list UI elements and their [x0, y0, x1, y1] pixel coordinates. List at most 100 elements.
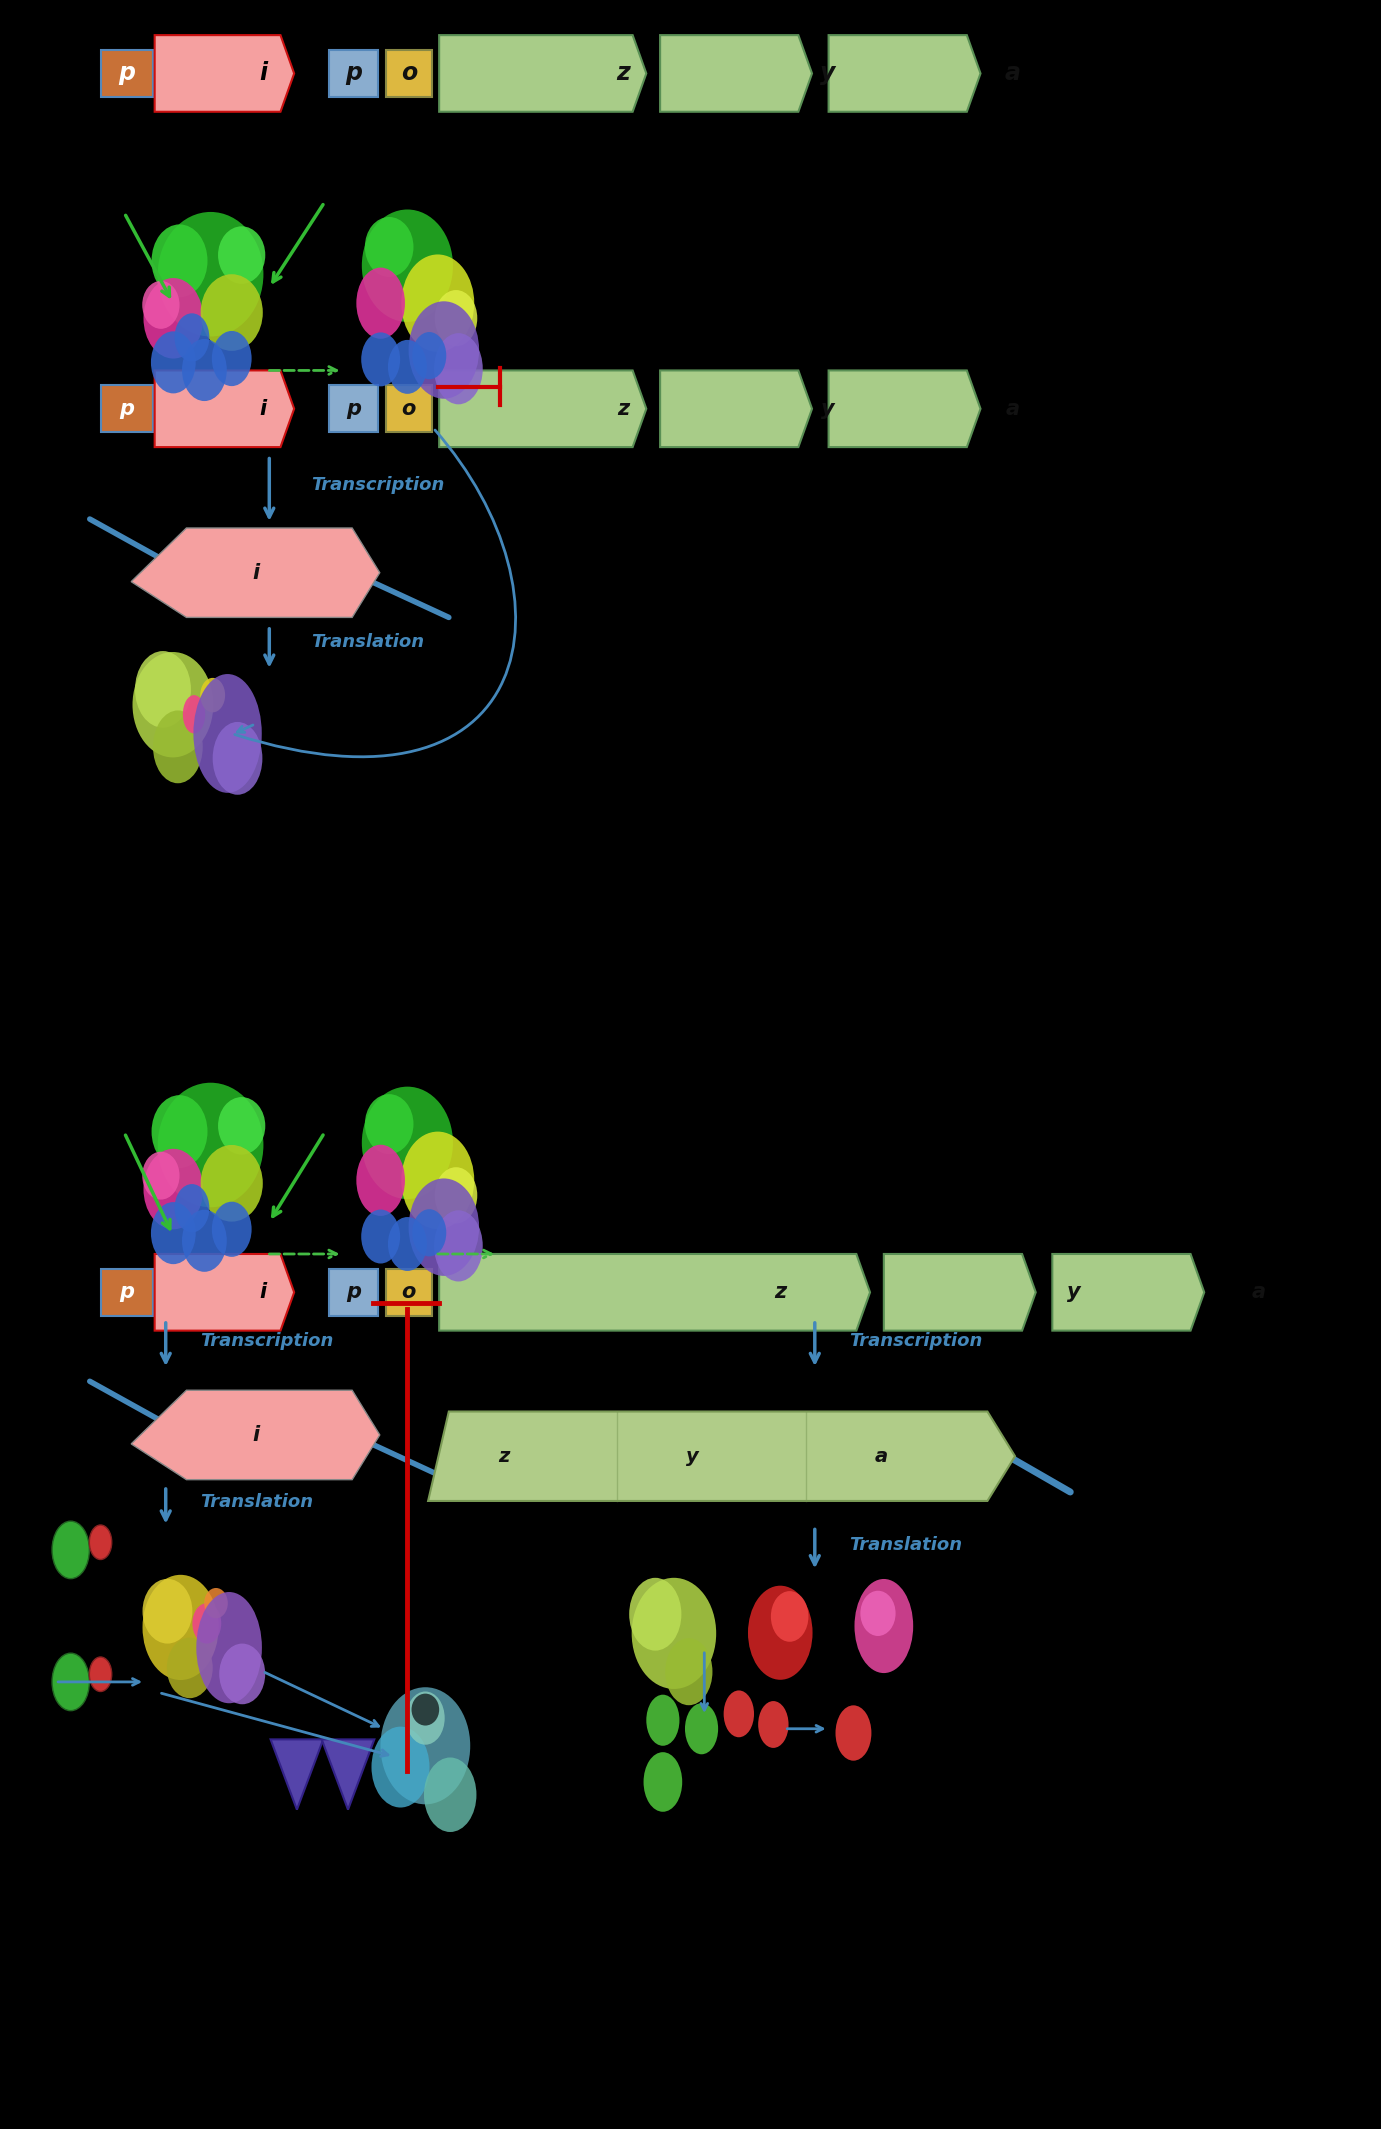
Circle shape	[644, 1752, 682, 1812]
Ellipse shape	[144, 1150, 203, 1228]
Text: y: y	[820, 398, 834, 419]
Text: p: p	[347, 1282, 360, 1303]
Text: p: p	[120, 398, 134, 419]
Ellipse shape	[200, 1145, 262, 1222]
Bar	[329, 1269, 377, 1316]
Ellipse shape	[218, 226, 265, 283]
Circle shape	[724, 1690, 754, 1737]
Ellipse shape	[356, 1145, 405, 1216]
Polygon shape	[155, 370, 294, 447]
Polygon shape	[428, 1412, 1015, 1501]
Ellipse shape	[413, 1209, 446, 1256]
Text: Translation: Translation	[200, 1492, 313, 1512]
Ellipse shape	[90, 1656, 112, 1690]
Text: z: z	[617, 398, 630, 419]
Text: Transcription: Transcription	[849, 1331, 983, 1350]
Ellipse shape	[413, 332, 446, 379]
Bar	[101, 49, 153, 96]
Bar	[385, 49, 431, 96]
Ellipse shape	[388, 341, 427, 394]
Polygon shape	[1052, 1254, 1204, 1331]
Text: i: i	[260, 398, 267, 419]
Ellipse shape	[409, 1179, 479, 1275]
Text: y: y	[820, 62, 836, 85]
Ellipse shape	[174, 313, 210, 362]
Polygon shape	[155, 34, 294, 111]
Polygon shape	[131, 1390, 380, 1480]
Polygon shape	[155, 1254, 294, 1331]
Ellipse shape	[133, 651, 213, 758]
Text: p: p	[345, 62, 362, 85]
Ellipse shape	[365, 1094, 413, 1154]
Text: Translation: Translation	[311, 632, 424, 651]
Ellipse shape	[213, 722, 262, 794]
Text: i: i	[251, 1424, 260, 1446]
Ellipse shape	[142, 1575, 218, 1680]
Ellipse shape	[860, 1590, 895, 1635]
Ellipse shape	[151, 1203, 196, 1265]
Ellipse shape	[157, 1084, 264, 1207]
Text: z: z	[499, 1448, 510, 1465]
Ellipse shape	[152, 224, 207, 298]
Bar	[101, 385, 153, 432]
Ellipse shape	[771, 1590, 808, 1641]
Ellipse shape	[412, 1695, 439, 1724]
Ellipse shape	[666, 1637, 713, 1705]
Text: y: y	[1068, 1282, 1080, 1303]
Bar	[385, 385, 431, 432]
Ellipse shape	[435, 1167, 478, 1224]
Ellipse shape	[142, 1580, 192, 1644]
Text: z: z	[773, 1282, 786, 1303]
Ellipse shape	[135, 651, 191, 728]
Ellipse shape	[174, 1184, 210, 1233]
Ellipse shape	[211, 1201, 251, 1256]
Ellipse shape	[153, 711, 203, 783]
Ellipse shape	[52, 1520, 90, 1578]
Ellipse shape	[402, 255, 474, 351]
Text: Translation: Translation	[849, 1535, 963, 1554]
Ellipse shape	[200, 677, 225, 713]
Ellipse shape	[434, 332, 483, 405]
Bar	[329, 385, 377, 432]
Text: a: a	[1005, 62, 1021, 85]
Ellipse shape	[142, 1152, 180, 1199]
Bar	[101, 1269, 153, 1316]
Ellipse shape	[409, 302, 479, 398]
Ellipse shape	[356, 268, 405, 339]
Ellipse shape	[52, 1652, 90, 1712]
Ellipse shape	[631, 1578, 717, 1688]
Ellipse shape	[182, 339, 226, 400]
Text: i: i	[258, 62, 267, 85]
Ellipse shape	[749, 1586, 812, 1680]
Text: p: p	[120, 1282, 134, 1303]
Text: p: p	[119, 62, 135, 85]
Ellipse shape	[152, 1094, 207, 1169]
Ellipse shape	[200, 275, 262, 351]
Text: a: a	[874, 1448, 888, 1465]
Bar	[329, 49, 377, 96]
Ellipse shape	[167, 1637, 213, 1699]
Ellipse shape	[362, 1086, 453, 1199]
Polygon shape	[439, 370, 646, 447]
Bar	[385, 1269, 431, 1316]
Text: i: i	[260, 1282, 267, 1303]
Polygon shape	[829, 370, 981, 447]
Ellipse shape	[196, 1592, 262, 1703]
Polygon shape	[439, 34, 646, 111]
Ellipse shape	[434, 1209, 483, 1282]
Text: o: o	[400, 62, 417, 85]
Ellipse shape	[144, 279, 203, 358]
Polygon shape	[829, 34, 981, 111]
Ellipse shape	[193, 675, 262, 792]
Text: i: i	[251, 562, 260, 583]
Text: Transcription: Transcription	[200, 1331, 334, 1350]
Circle shape	[685, 1703, 718, 1754]
Ellipse shape	[402, 1133, 474, 1228]
Polygon shape	[884, 1254, 1036, 1331]
Text: Transcription: Transcription	[311, 475, 445, 494]
Ellipse shape	[365, 217, 413, 277]
Ellipse shape	[218, 1096, 265, 1154]
Ellipse shape	[182, 694, 206, 732]
Text: a: a	[1253, 1282, 1266, 1303]
Polygon shape	[131, 528, 380, 617]
